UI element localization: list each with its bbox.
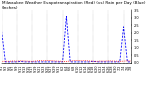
Text: Milwaukee Weather Evapotranspiration (Red) (vs) Rain per Day (Blue) (Inches): Milwaukee Weather Evapotranspiration (Re…	[2, 1, 145, 10]
